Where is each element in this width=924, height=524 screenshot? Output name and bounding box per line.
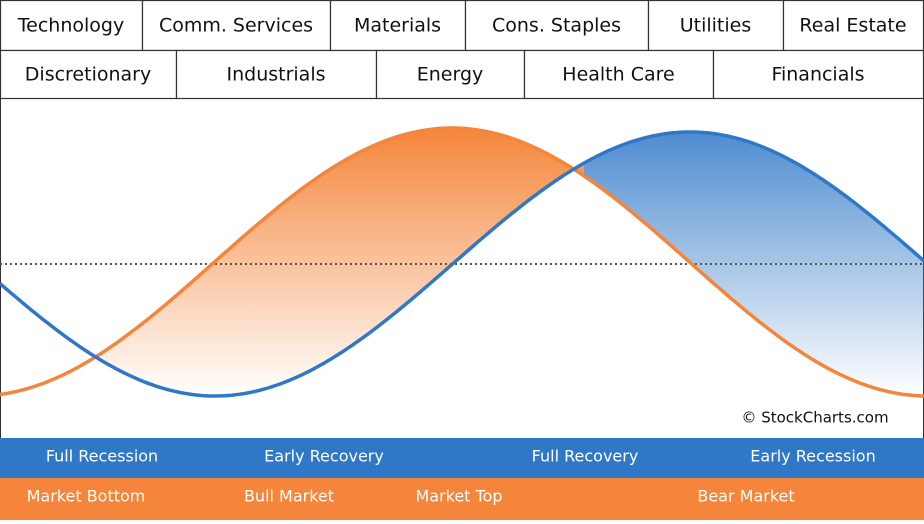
blue-area: [584, 132, 924, 396]
market-band: [0, 478, 924, 520]
economy-phase: Full Recession: [46, 447, 158, 466]
market-phase: Market Bottom: [27, 487, 146, 506]
economy-phase: Early Recession: [750, 447, 875, 466]
copyright: © StockCharts.com: [741, 409, 888, 427]
market-curve: [0, 126, 924, 398]
sector-cell: [375, 49, 526, 100]
market-phase: Market Top: [415, 487, 502, 506]
sector-cell: [141, 0, 332, 52]
economy-band: [0, 438, 924, 478]
sector-label: Discretionary: [25, 64, 151, 86]
sector-label: Financials: [771, 64, 864, 86]
sector-label: Technology: [17, 15, 124, 37]
sector-label: Materials: [354, 15, 441, 37]
economy-phase: Early Recovery: [264, 447, 384, 466]
economy-phase: Full Recovery: [532, 447, 639, 466]
sector-cell: [647, 0, 785, 52]
orange-area: [98, 128, 584, 396]
economy-curve: [0, 130, 924, 398]
sector-cell: [0, 49, 178, 100]
sector-label: Cons. Staples: [492, 15, 621, 37]
sector-cell: [712, 49, 924, 100]
sector-cell: [175, 49, 378, 100]
sector-label: Industrials: [226, 64, 325, 86]
market-phase: Bear Market: [697, 487, 794, 506]
sector-label: Energy: [417, 64, 484, 86]
sector-label: Health Care: [562, 64, 674, 86]
market-phase: Bull Market: [244, 487, 334, 506]
sector-label: Real Estate: [799, 15, 906, 37]
sector-label: Comm. Services: [159, 15, 313, 37]
sector-label: Utilities: [680, 15, 752, 37]
sector-cell: [0, 0, 144, 52]
